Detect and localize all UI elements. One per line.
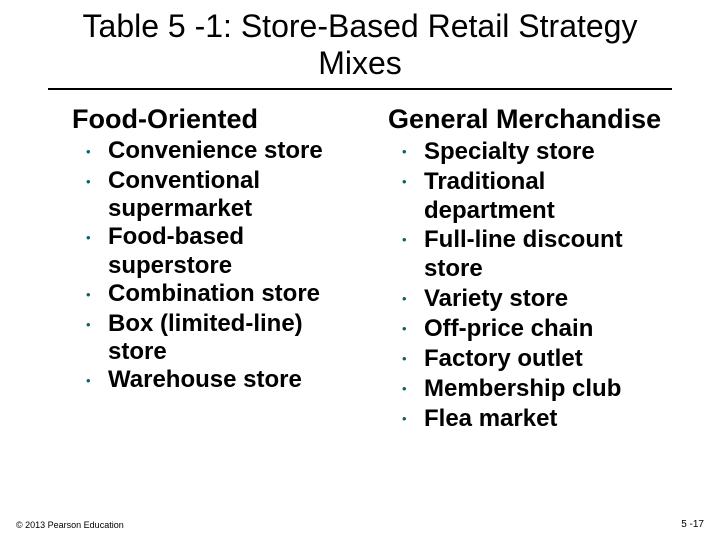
- bullet-icon: •: [402, 167, 424, 197]
- bullet-icon: •: [402, 314, 424, 344]
- list-item: •Factory outlet: [388, 344, 680, 374]
- list-item: •Flea market: [388, 404, 680, 434]
- list-item: •Box (limited-line) store: [72, 310, 364, 367]
- item-text: Membership club: [424, 374, 621, 403]
- bullet-icon: •: [86, 223, 108, 253]
- bullet-icon: •: [86, 280, 108, 310]
- title-underline: [48, 88, 672, 90]
- list-item: •Combination store: [72, 280, 364, 310]
- column-header-left: Food-Oriented: [72, 104, 364, 135]
- bullet-icon: •: [86, 167, 108, 197]
- bullet-icon: •: [402, 284, 424, 314]
- list-item: •Traditional department: [388, 167, 680, 226]
- item-text: Full-line discount store: [424, 225, 680, 284]
- item-text: Flea market: [424, 404, 557, 433]
- list-item: •Food-based superstore: [72, 223, 364, 280]
- column-food-oriented: Food-Oriented •Convenience store •Conven…: [72, 104, 364, 434]
- bullet-icon: •: [402, 374, 424, 404]
- list-item: •Off-price chain: [388, 314, 680, 344]
- list-item: •Full-line discount store: [388, 225, 680, 284]
- item-text: Warehouse store: [108, 366, 302, 394]
- slide-title: Table 5 -1: Store-Based Retail Strategy …: [0, 0, 720, 88]
- content-columns: Food-Oriented •Convenience store •Conven…: [0, 104, 720, 434]
- item-text: Box (limited-line) store: [108, 310, 364, 367]
- item-text: Specialty store: [424, 137, 595, 166]
- list-item: •Variety store: [388, 284, 680, 314]
- item-text: Factory outlet: [424, 344, 583, 373]
- list-item: •Warehouse store: [72, 366, 364, 396]
- bullet-icon: •: [86, 310, 108, 340]
- bullet-icon: •: [86, 366, 108, 396]
- list-item: •Specialty store: [388, 137, 680, 167]
- list-item: •Convenience store: [72, 137, 364, 167]
- item-text: Convenience store: [108, 137, 323, 165]
- list-item: •Membership club: [388, 374, 680, 404]
- bullet-icon: •: [402, 137, 424, 167]
- item-text: Food-based superstore: [108, 223, 364, 280]
- column-general-merchandise: General Merchandise •Specialty store •Tr…: [388, 104, 680, 434]
- bullet-icon: •: [402, 344, 424, 374]
- column-header-right: General Merchandise: [388, 104, 680, 135]
- list-item: •Conventional supermarket: [72, 167, 364, 224]
- item-text: Conventional supermarket: [108, 167, 364, 224]
- footer-copyright: © 2013 Pearson Education: [16, 520, 124, 530]
- bullet-icon: •: [86, 137, 108, 167]
- footer-page-number: 5 -17: [681, 519, 704, 530]
- item-text: Combination store: [108, 280, 320, 308]
- item-text: Off-price chain: [424, 314, 593, 343]
- item-text: Variety store: [424, 284, 568, 313]
- bullet-icon: •: [402, 225, 424, 255]
- item-text: Traditional department: [424, 167, 680, 226]
- bullet-icon: •: [402, 404, 424, 434]
